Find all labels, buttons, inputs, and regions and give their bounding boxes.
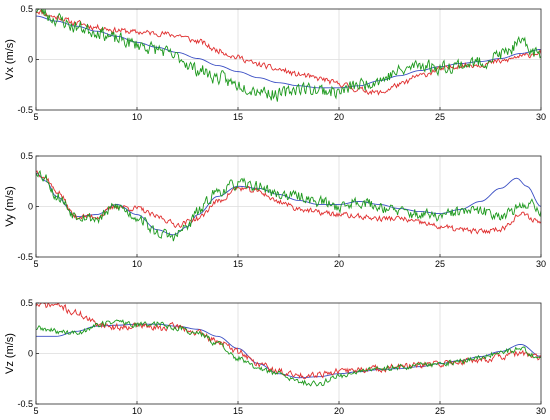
x-tick-label: 25 [435, 259, 445, 269]
y-axis-label: Vz (m/s) [4, 333, 16, 374]
x-tick-label: 5 [33, 259, 38, 269]
x-tick-label: 25 [435, 112, 445, 122]
y-tick-label: 0.5 [20, 298, 33, 308]
subplot-2: 5 10 15 20 25 30 -0.5 0 0.5 Vy (m/s) [4, 151, 546, 269]
subplot-3: 5 10 15 20 25 30 -0.5 0 0.5 Vz (m/s) [4, 298, 546, 416]
x-tick-label: 5 [33, 112, 38, 122]
series-line-2 [36, 9, 541, 96]
x-tick-label: 10 [132, 112, 142, 122]
x-tick-label: 10 [132, 406, 142, 416]
y-tick-label: 0.5 [20, 151, 33, 161]
x-tick-label: 20 [334, 259, 344, 269]
x-tick-label: 25 [435, 406, 445, 416]
y-tick-label: 0.5 [20, 4, 33, 14]
x-tick-label: 15 [233, 112, 243, 122]
x-tick-label: 10 [132, 259, 142, 269]
series-line-3 [36, 319, 541, 387]
y-tick-label: -0.5 [17, 252, 33, 262]
y-tick-label: 0 [28, 202, 33, 212]
x-tick-label: 20 [334, 406, 344, 416]
series-line-3 [36, 169, 541, 242]
x-tick-label: 30 [536, 406, 546, 416]
y-tick-label: 0 [28, 55, 33, 65]
y-axis-label: Vy (m/s) [4, 186, 16, 227]
x-tick-label: 20 [334, 112, 344, 122]
y-axis-label: Vx (m/s) [4, 39, 16, 80]
series-line-3 [36, 9, 541, 102]
y-tick-label: -0.5 [17, 399, 33, 409]
x-tick-label: 30 [536, 112, 546, 122]
series-line-1 [36, 15, 541, 89]
series-line-2 [36, 303, 541, 380]
subplot-1: 5 10 15 20 25 30 -0.5 0 0.5 Vx (m/s) [4, 4, 546, 122]
y-tick-label: 0 [28, 349, 33, 359]
x-tick-label: 15 [233, 259, 243, 269]
x-tick-label: 30 [536, 259, 546, 269]
x-tick-label: 5 [33, 406, 38, 416]
series-line-2 [36, 170, 541, 235]
x-tick-label: 15 [233, 406, 243, 416]
y-tick-label: -0.5 [17, 105, 33, 115]
